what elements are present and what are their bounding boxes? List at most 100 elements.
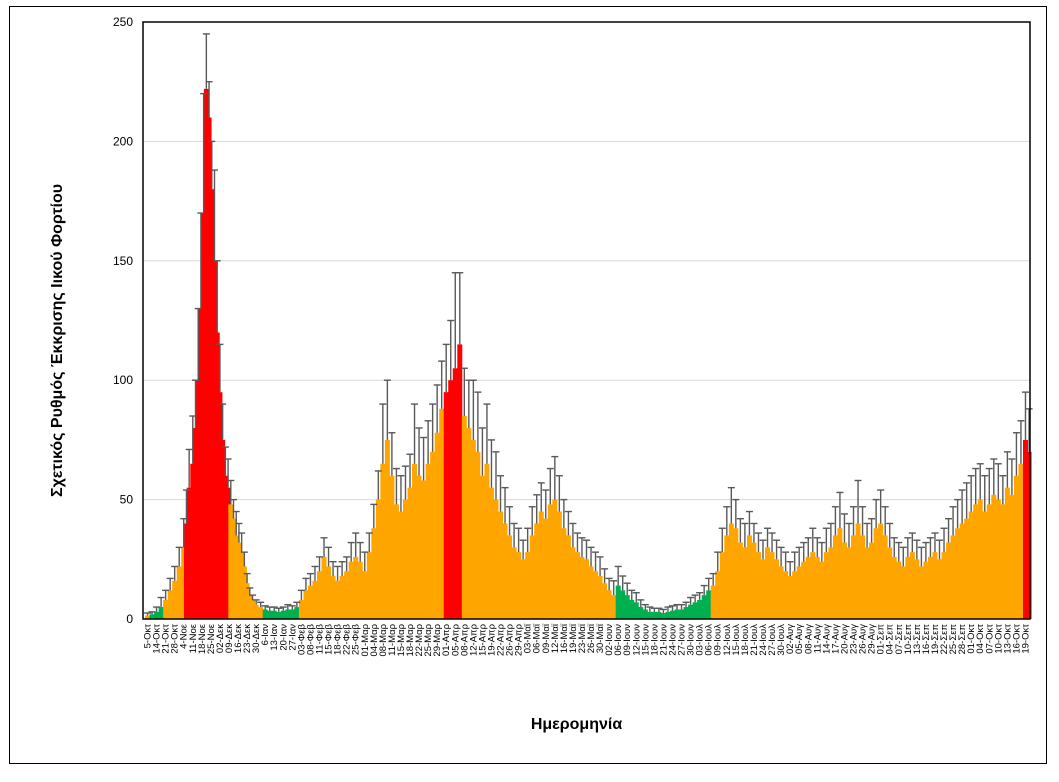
bar [891, 556, 897, 619]
bar [765, 547, 771, 619]
bar [719, 552, 725, 619]
y-axis-ticks: 0 50 100 150 200 250 [113, 15, 133, 626]
bar [959, 523, 965, 619]
x-tick-label: 30-Μαϊ [595, 623, 606, 653]
y-tick-label: 100 [113, 373, 133, 387]
bar [828, 547, 834, 619]
bar [651, 611, 657, 619]
bar [475, 451, 481, 619]
x-tick-label: 11-Μαρ [387, 623, 398, 655]
x-tick-label: 24-Ιουν [667, 624, 678, 656]
x-tick-label: 30-Ιουν [686, 624, 697, 656]
bar [1004, 487, 1010, 619]
x-tick-label: 07-Σεπ [894, 624, 905, 655]
bar [823, 552, 829, 619]
x-tick-label: 04-Οκτ [975, 624, 986, 654]
bar [778, 566, 784, 619]
x-tick-label: 30-Ιουλ [776, 624, 787, 656]
bar [452, 368, 458, 619]
bar [642, 609, 648, 619]
x-tick-label: 02-Δεκ [215, 624, 226, 653]
x-tick-label: 29-Μαρ [432, 623, 443, 656]
x-tick-label: 06-Μαϊ [532, 623, 543, 653]
bar [407, 487, 413, 619]
bar [163, 599, 169, 619]
bar [887, 547, 893, 619]
bar [258, 607, 264, 619]
bar [466, 427, 472, 619]
bar [801, 561, 807, 619]
bar [846, 547, 852, 619]
bar [923, 561, 929, 619]
x-tick-label: 25-Μαρ [423, 623, 434, 656]
bar [669, 610, 675, 619]
x-tick-label: 14-Οκτ [152, 624, 163, 654]
bar [154, 611, 160, 619]
bar [841, 542, 847, 619]
bar [434, 432, 440, 619]
x-tick-label: 19-Σεπ [930, 624, 941, 655]
bar [529, 535, 535, 619]
bar [1018, 463, 1024, 619]
bar [183, 523, 189, 619]
error-bars [144, 33, 1033, 616]
bar [941, 552, 947, 619]
x-tick-label: 07-Οκτ [984, 624, 995, 654]
x-tick-label: 19-Οκτ [1020, 624, 1031, 654]
x-tick-label: 16-Σεπ [921, 624, 932, 655]
x-tick-label: 27-Ιουν [677, 624, 688, 656]
bar [239, 552, 245, 619]
bar [276, 611, 282, 619]
x-tick-label: 05-Αυγ [794, 624, 805, 654]
bar [733, 528, 739, 619]
bar [973, 504, 979, 619]
bar [479, 475, 485, 619]
x-tick-label: 28-Σεπ [957, 624, 968, 655]
bar [588, 566, 594, 619]
x-tick-label: 6-Ιαν [260, 624, 271, 646]
x-tick-label: 06-Ιουν [613, 624, 624, 656]
chart-frame: 0 50 100 150 200 250 5-Οκτ 14-Οκτ 21-Οκτ 28-Οκτ 4… [9, 6, 1047, 764]
bar [362, 571, 368, 619]
bar [964, 518, 970, 619]
bar [457, 344, 463, 619]
bar [298, 599, 304, 619]
x-tick-label: 08-Αυγ [803, 624, 814, 654]
x-tick-label: 03-Φεβ [296, 623, 307, 655]
bar [307, 585, 313, 619]
bar [579, 556, 585, 619]
x-tick-label: 27-Ιαν [287, 624, 298, 651]
bar [660, 613, 666, 619]
bar [250, 599, 256, 619]
x-tick-label: 02-Ιουν [604, 624, 615, 656]
bar [742, 547, 748, 619]
x-tick-label: 02-Αυγ [785, 624, 796, 654]
x-tick-label: 15-Φεβ [324, 623, 335, 655]
bar [228, 504, 234, 619]
bar [201, 213, 207, 620]
x-tick-label: 16-Μαϊ [559, 623, 570, 653]
bar [905, 556, 911, 619]
x-tick-label: 11-Αυγ [812, 624, 823, 654]
x-tick-label: 20-Αυγ [839, 624, 850, 654]
bar [348, 561, 354, 619]
bar [647, 611, 653, 619]
x-tick-label: 04-Μαρ [369, 623, 380, 656]
x-tick-label: 01-Σεπ [876, 624, 887, 655]
bar [425, 463, 431, 619]
x-tick-label: 22-Σεπ [939, 624, 950, 655]
x-tick-label: 12-Ιουν [631, 624, 642, 656]
bar [190, 463, 196, 619]
y-axis-label: Σχετικός Ρυθμός Έκκρισης Ιικού Φορτίου [49, 184, 66, 497]
bar [344, 571, 350, 619]
y-tick-label: 50 [120, 493, 134, 507]
bar [339, 576, 345, 619]
x-tick-label: 23-Αυγ [849, 624, 860, 654]
bar [882, 535, 888, 619]
bar [611, 595, 617, 619]
bar [317, 571, 322, 619]
bar [389, 475, 395, 619]
x-tick-label: 22-Απρ [496, 623, 507, 656]
x-tick-label: 18-Νοε [197, 623, 208, 654]
bar [688, 604, 694, 619]
